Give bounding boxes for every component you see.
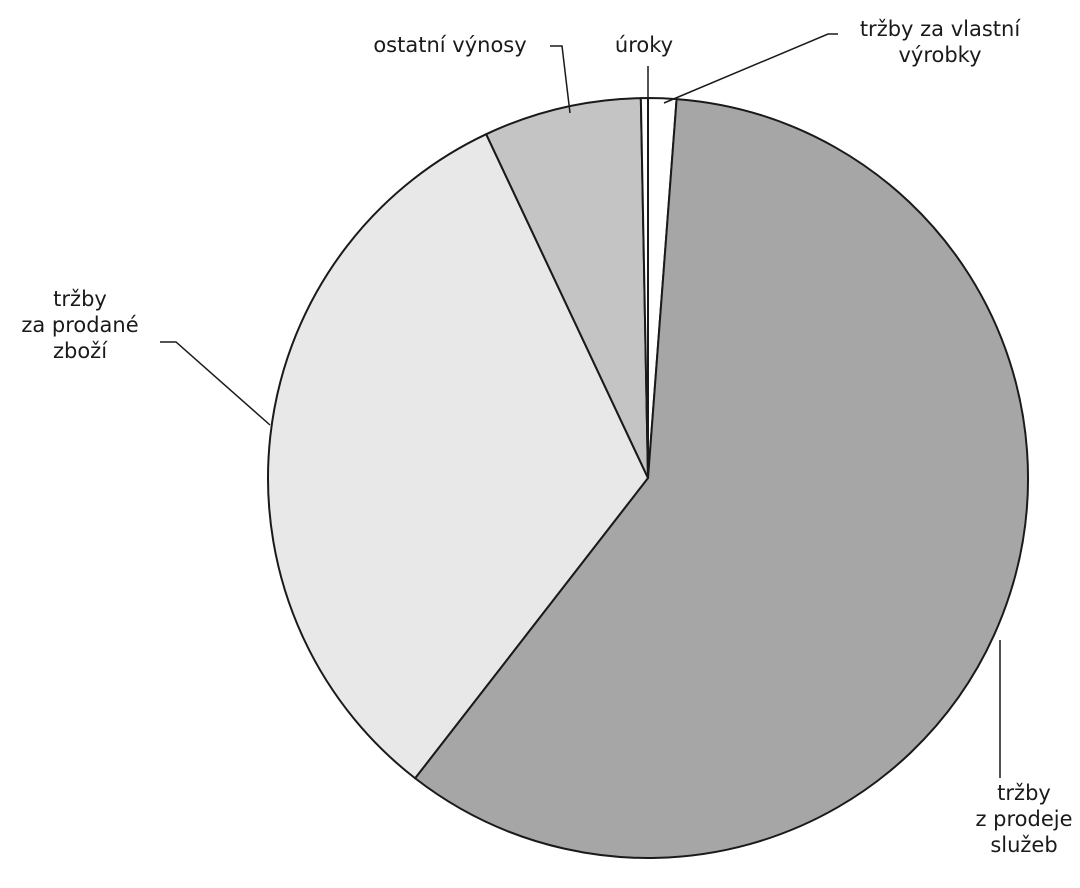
- pie-slice-4: [484, 97, 649, 479]
- slice-label-line: úroky: [615, 33, 673, 57]
- slice-label-4: ostatní výnosy: [373, 33, 526, 57]
- leader-line-3: [160, 341, 271, 426]
- slice-label-5: úroky: [615, 33, 673, 57]
- slice-label-line: výrobky: [898, 43, 981, 67]
- slice-label-3: tržby za prodané zboží: [21, 287, 138, 363]
- slice-label-line: tržby: [53, 287, 107, 311]
- slice-label-line: zboží: [53, 339, 108, 363]
- pie-slice-3: [267, 132, 650, 780]
- slice-label-line: tržby za vlastní: [860, 17, 1022, 41]
- slice-label-1: tržby za vlastní výrobky: [860, 17, 1022, 67]
- slice-label-line: za prodané: [21, 313, 138, 337]
- slice-label-line: z prodeje: [975, 807, 1072, 831]
- leader-line-4: [550, 45, 571, 114]
- slice-label-2: tržby z prodeje služeb: [975, 781, 1072, 857]
- slice-label-line: služeb: [990, 833, 1057, 857]
- slice-label-line: ostatní výnosy: [373, 33, 526, 57]
- slice-label-line: tržby: [997, 781, 1051, 805]
- leader-line-1: [663, 33, 838, 104]
- pie-slice-2: [413, 98, 1029, 859]
